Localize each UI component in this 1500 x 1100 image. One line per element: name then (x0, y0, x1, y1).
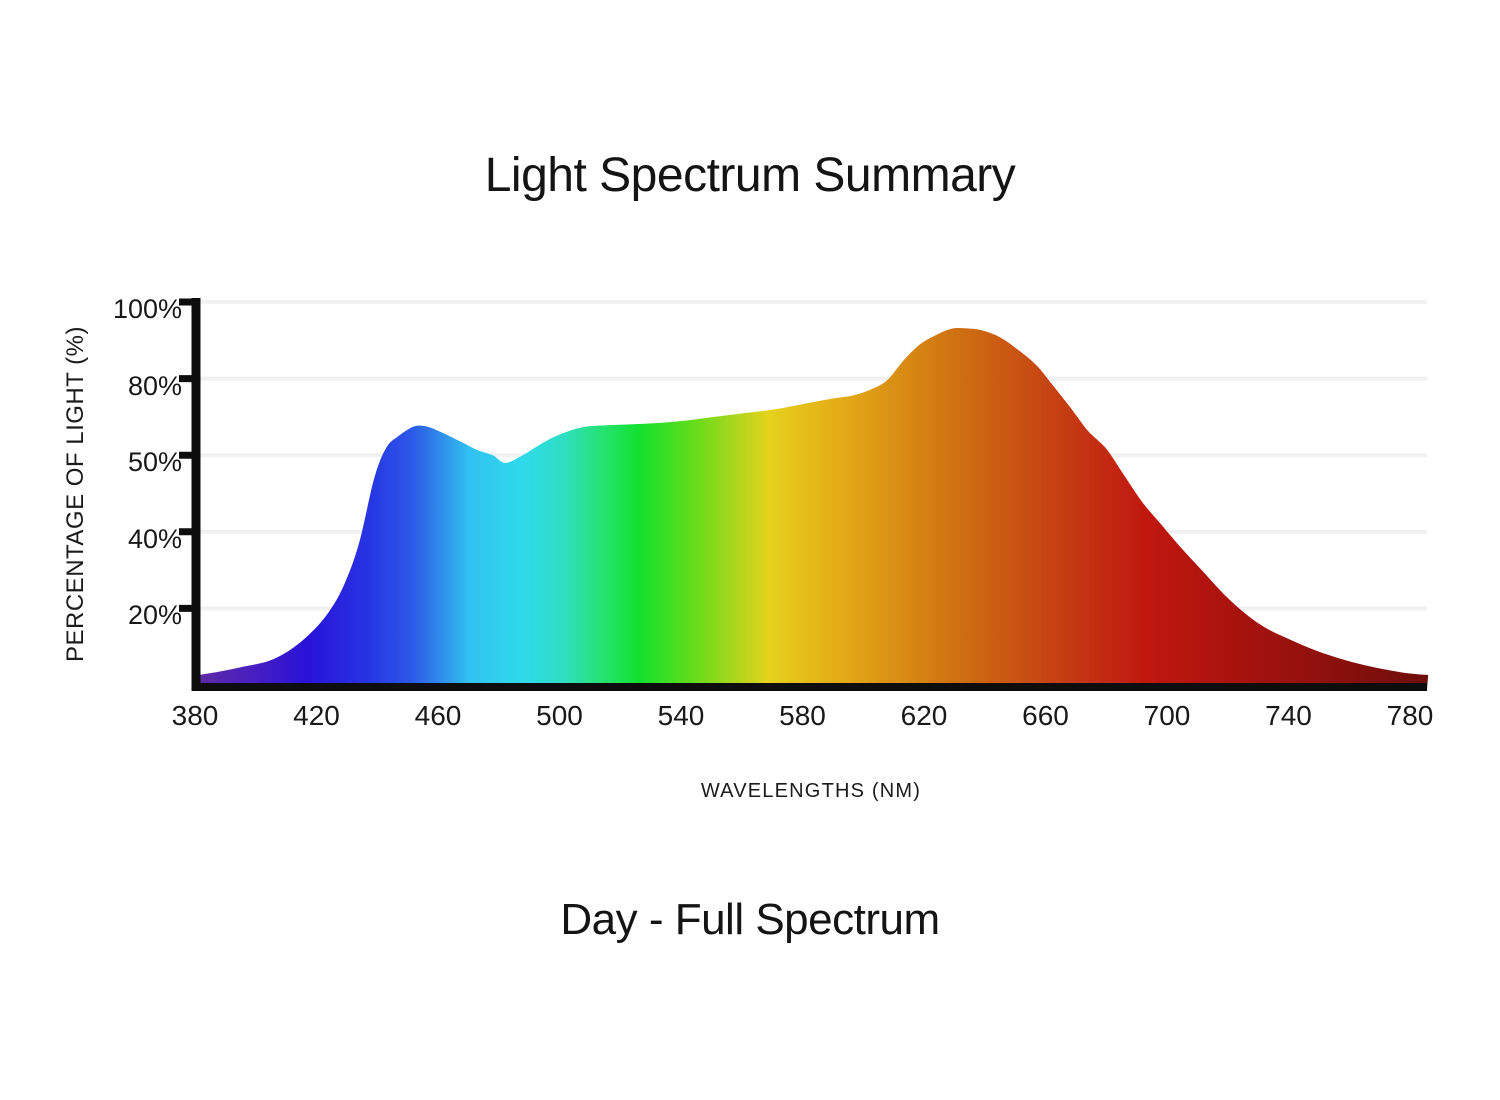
chart-caption: Day - Full Spectrum (560, 895, 940, 944)
x-tick-label: 500 (536, 700, 583, 731)
y-tick-label: 40% (127, 523, 182, 554)
y-tick-label: 100% (112, 294, 182, 324)
x-tick-label: 620 (900, 700, 948, 731)
chart-title: Light Spectrum Summary (484, 149, 1016, 202)
x-tick-label: 740 (1265, 700, 1312, 731)
x-tick-label: 780 (1386, 700, 1434, 731)
x-tick-label: 580 (779, 700, 826, 731)
x-tick-label: 460 (414, 700, 462, 731)
x-tick-label: 540 (657, 700, 705, 731)
spectrum-area (195, 328, 1429, 689)
x-tick-label: 380 (171, 700, 219, 731)
x-tick-label: 420 (293, 700, 340, 731)
y-tick-label: 50% (127, 447, 182, 478)
x-tick-label: 700 (1143, 700, 1191, 731)
x-axis-title: WAVELENGTHS (NM) (700, 780, 922, 802)
y-tick-label: 20% (127, 600, 182, 631)
y-tick-label: 80% (127, 370, 182, 401)
x-tick-label: 660 (1022, 700, 1069, 731)
axes (179, 298, 1427, 691)
